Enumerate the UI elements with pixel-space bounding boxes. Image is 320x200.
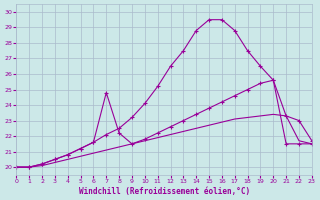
X-axis label: Windchill (Refroidissement éolien,°C): Windchill (Refroidissement éolien,°C) (78, 187, 250, 196)
